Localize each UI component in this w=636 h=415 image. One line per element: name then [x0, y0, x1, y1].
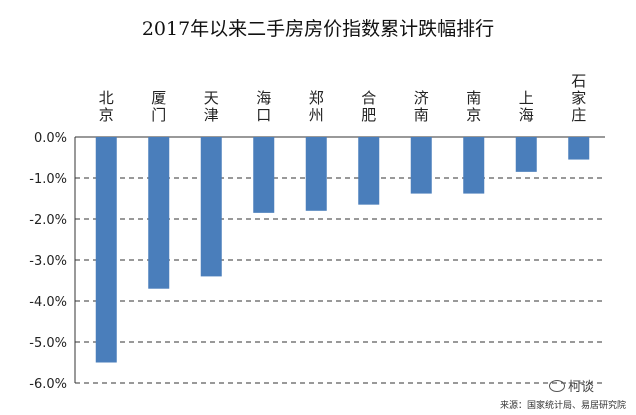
source-note: 来源：国家统计局、易居研究院 — [499, 401, 626, 411]
chat-bubble-icon — [548, 379, 565, 392]
y-tick-label: -5.0% — [29, 336, 67, 351]
bar-3 — [253, 137, 275, 213]
bar-8 — [515, 137, 537, 172]
y-tick-label: -3.0% — [29, 254, 67, 269]
y-tick-label: -4.0% — [29, 295, 67, 310]
category-label: 上海 — [519, 89, 534, 124]
y-tick-label: -6.0% — [29, 377, 67, 392]
bar-0 — [95, 137, 117, 363]
category-labels: 北京 厦门 天津 海口 郑州 合肥 济南 南京 上海 石家庄 — [99, 72, 587, 124]
bar-7 — [463, 137, 485, 194]
category-label: 海口 — [256, 89, 271, 124]
bar-4 — [305, 137, 327, 211]
category-label: 北京 — [99, 89, 114, 124]
category-label: 天津 — [204, 89, 219, 124]
bar-2 — [200, 137, 222, 277]
bars — [95, 137, 590, 363]
bar-5 — [358, 137, 380, 205]
category-label: 郑州 — [309, 89, 324, 124]
y-tick-label: -1.0% — [29, 172, 67, 187]
grid-lines — [75, 136, 605, 384]
watermark-text: 柯谈 — [567, 380, 594, 395]
category-label: 济南 — [414, 89, 429, 124]
category-label: 石家庄 — [571, 72, 586, 124]
bar-9 — [568, 137, 590, 160]
y-tick-label: -2.0% — [29, 213, 67, 228]
chart-title: 2017年以来二手房房价指数累计跌幅排行 — [141, 18, 495, 40]
category-label: 厦门 — [151, 89, 166, 124]
y-axis: 0.0% -1.0% -2.0% -3.0% -4.0% -5.0% -6.0% — [29, 131, 76, 392]
y-tick-label: 0.0% — [34, 131, 67, 146]
bar-1 — [148, 137, 170, 289]
watermark: 柯谈 — [548, 376, 594, 395]
category-label: 合肥 — [361, 89, 376, 124]
bar-6 — [410, 137, 432, 194]
category-label: 南京 — [466, 89, 481, 124]
